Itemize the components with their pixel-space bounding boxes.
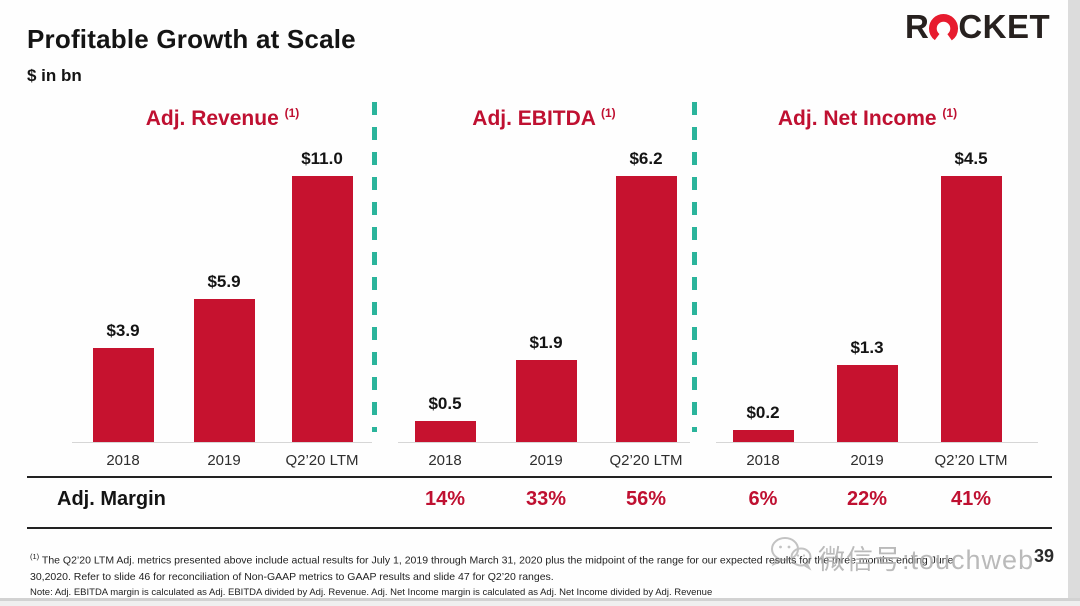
x-tick-label: 2019: [207, 452, 241, 469]
footnote-ref: (1): [30, 552, 40, 561]
footnote-note: Note: Adj. EBITDA margin is calculated a…: [30, 586, 713, 598]
x-tick-label: 2019: [850, 452, 884, 469]
bar-value-label: $4.5: [954, 149, 988, 168]
chart-group-title-text: Adj. Revenue: [145, 107, 285, 130]
rocket-logo-text-cket: CKET: [958, 8, 1051, 45]
footnote-line-1: (1) The Q2’20 LTM Adj. metrics presented…: [30, 552, 954, 567]
bar-value-label: $1.3: [850, 338, 884, 357]
chart-group-title-text: Adj. Net Income: [777, 107, 943, 130]
bar: [940, 176, 1002, 442]
bar: [615, 176, 677, 442]
chart-group-title: Adj. Revenue (1): [60, 106, 385, 131]
x-tick-label: 2019: [529, 452, 563, 469]
page-title: Profitable Growth at Scale: [27, 24, 356, 54]
bar: [291, 176, 353, 442]
chart-group-footnote-ref: (1): [601, 106, 616, 120]
margin-row-bottom-rule: [27, 527, 1052, 529]
margin-value: 41%: [950, 488, 992, 510]
chart-group-title: Adj. Net Income (1): [700, 106, 1035, 131]
bar-value-label: $0.5: [428, 394, 462, 413]
axis-baseline: [398, 442, 690, 443]
rocket-logo-o-icon: [929, 11, 959, 44]
rocket-logo-text-r: R: [905, 8, 930, 45]
x-tick-label: 2018: [106, 452, 140, 469]
section-divider-2: [692, 102, 697, 432]
wechat-icon: [768, 534, 814, 581]
x-tick-label: 2018: [746, 452, 780, 469]
chart-group-title-text: Adj. EBITDA: [472, 107, 602, 130]
screenshot-bottom-fill: [0, 601, 1080, 606]
margin-value: 56%: [625, 488, 667, 510]
screenshot-bottom-edge: [0, 598, 1080, 601]
page-number: 39: [1034, 546, 1055, 566]
bar: [732, 430, 794, 442]
margin-row-label: Adj. Margin: [57, 488, 166, 510]
margin-value: 14%: [424, 488, 466, 510]
bar: [515, 360, 577, 442]
margin-value: 22%: [846, 488, 888, 510]
footnote-line-2: 30,2020. Refer to slide 46 for reconcili…: [30, 570, 554, 583]
bar-value-label: $0.2: [746, 403, 780, 422]
screenshot-right-edge: [1068, 0, 1080, 606]
bar-value-label: $3.9: [106, 321, 140, 340]
footnotes: (1) The Q2’20 LTM Adj. metrics presented…: [30, 549, 1040, 600]
x-tick-label: 2018: [428, 452, 462, 469]
watermark-text: 微信号:touchweb: [818, 545, 1035, 575]
rocket-logo: R CKET: [905, 8, 1050, 46]
margin-row-top-rule: [27, 476, 1052, 478]
bar-value-label: $1.9: [529, 333, 563, 352]
x-tick-label: Q2’20 LTM: [285, 452, 359, 469]
x-tick-label: Q2’20 LTM: [609, 452, 683, 469]
chart-group-footnote-ref: (1): [284, 106, 300, 120]
bar: [414, 421, 476, 442]
bar-value-label: $11.0: [301, 149, 343, 168]
x-tick-label: Q2’20 LTM: [934, 452, 1008, 469]
bar: [193, 299, 255, 442]
chart-group-footnote-ref: (1): [942, 106, 958, 120]
section-divider-1: [372, 102, 377, 432]
bar-value-label: $5.9: [207, 272, 241, 291]
bar: [92, 348, 154, 442]
bar-value-label: $6.2: [629, 149, 663, 168]
margin-value: 33%: [525, 488, 567, 510]
units-label: $ in bn: [27, 66, 82, 85]
axis-baseline: [72, 442, 372, 443]
margin-value: 6%: [748, 488, 778, 510]
watermark: 微信号:touchweb: [768, 534, 1034, 581]
bar: [836, 365, 898, 442]
axis-baseline: [716, 442, 1038, 443]
chart-group-title: Adj. EBITDA (1): [383, 106, 705, 131]
